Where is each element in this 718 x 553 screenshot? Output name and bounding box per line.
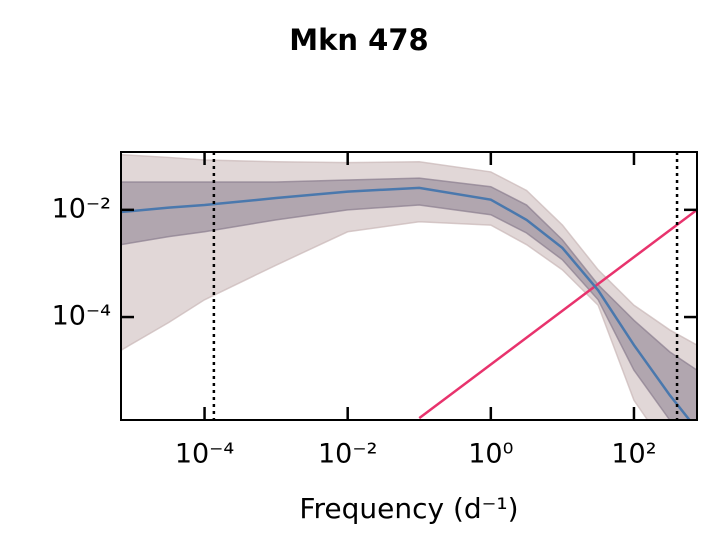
x-tick-label: 10⁻⁴ — [175, 439, 234, 470]
x-tick-label: 10² — [611, 439, 656, 470]
chart-title: Mkn 478 — [289, 23, 428, 57]
y-tick-label: 10⁻² — [52, 193, 111, 224]
x-tick-label: 10⁰ — [468, 439, 513, 470]
axes-frame — [120, 151, 698, 421]
uncertainty-band — [121, 177, 697, 420]
x-tick-label: 10⁻² — [318, 439, 377, 470]
plot-area — [121, 152, 697, 420]
median-line — [121, 186, 692, 420]
x-axis-label: Frequency (d⁻¹) — [299, 492, 518, 525]
y-tick-label: 10⁻⁴ — [52, 301, 111, 332]
reference-line — [418, 208, 697, 420]
